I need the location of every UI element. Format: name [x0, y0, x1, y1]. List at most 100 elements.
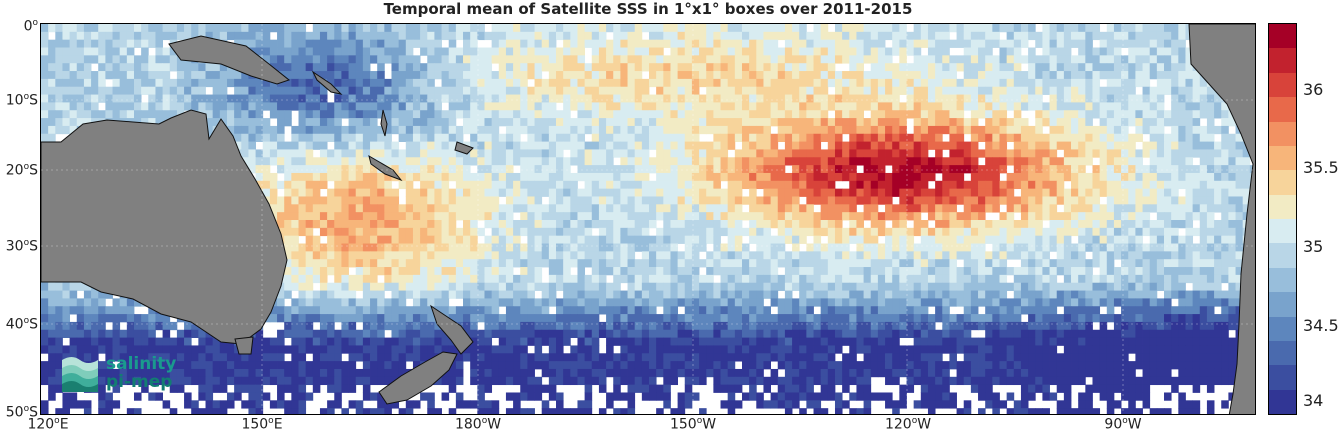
sss-grid-cell [412, 141, 421, 150]
sss-grid-cell [1071, 165, 1079, 174]
sss-grid-cell [1135, 125, 1143, 135]
sss-grid-cell [913, 118, 922, 127]
sss-grid-cell [76, 78, 85, 88]
sss-grid-cell [55, 39, 63, 48]
sss-grid-cell [513, 141, 521, 150]
sss-grid-cell [999, 235, 1008, 244]
sss-grid-cell [927, 172, 936, 182]
sss-grid-cell [434, 31, 442, 41]
sss-grid-cell [212, 24, 221, 33]
sss-grid-cell [341, 110, 349, 119]
sss-grid-cell [1221, 172, 1229, 182]
sss-grid-cell [784, 149, 793, 158]
sss-grid-cell [55, 94, 63, 103]
sss-grid-cell [370, 141, 378, 150]
sss-grid-cell [355, 251, 364, 260]
sss-grid-cell [1164, 172, 1172, 182]
sss-grid-cell [1142, 31, 1151, 41]
sss-grid-cell [606, 227, 614, 237]
sss-grid-cell [1056, 125, 1065, 135]
sss-grid-cell [327, 220, 335, 229]
sss-grid-cell [613, 188, 621, 197]
sss-grid-cell [355, 55, 364, 64]
sss-grid-cell [992, 55, 1000, 64]
sss-grid-cell [577, 251, 586, 260]
sss-grid-cell [119, 110, 128, 119]
sss-grid-cell [706, 165, 714, 174]
sss-grid-cell [205, 24, 214, 33]
sss-grid-cell [806, 259, 814, 268]
sss-grid-cell [133, 63, 142, 72]
sss-grid-cell [319, 220, 328, 229]
sss-grid-cell [827, 251, 836, 260]
sss-grid-cell [1006, 78, 1015, 88]
sss-grid-cell [169, 47, 178, 56]
sss-grid-cell [885, 94, 893, 103]
sss-grid-cell [470, 259, 478, 268]
sss-grid-cell [191, 71, 199, 80]
sss-grid-cell [992, 204, 1000, 213]
sss-grid-cell [856, 196, 864, 205]
sss-grid-cell [863, 149, 872, 158]
sss-grid-cell [505, 24, 514, 33]
sss-grid-cell [570, 212, 578, 221]
sss-grid-cell [398, 55, 407, 64]
sss-grid-cell [520, 71, 528, 80]
sss-grid-cell [1135, 235, 1143, 244]
sss-grid-cell [727, 212, 736, 221]
sss-grid-cell [520, 118, 528, 127]
sss-grid-cell [398, 251, 407, 260]
sss-grid-cell [441, 196, 450, 205]
sss-grid-cell [813, 118, 822, 127]
sss-grid-cell [484, 180, 493, 190]
sss-grid-cell [298, 86, 307, 95]
sss-grid-cell [1128, 157, 1136, 166]
sss-grid-cell [813, 133, 822, 142]
sss-grid-cell [1142, 259, 1151, 268]
sss-grid-cell [792, 204, 800, 213]
sss-grid-cell [305, 110, 314, 119]
sss-map[interactable] [40, 23, 1256, 415]
sss-grid-cell [1135, 94, 1143, 103]
sss-grid-cell [699, 63, 707, 72]
sss-grid-cell [105, 110, 113, 119]
sss-grid-cell [1006, 86, 1015, 95]
sss-grid-cell [248, 141, 256, 150]
sss-grid-cell [398, 47, 407, 56]
sss-grid-cell [1013, 204, 1022, 213]
sss-grid-cell [641, 188, 650, 197]
sss-grid-cell [556, 172, 564, 182]
sss-grid-cell [319, 157, 328, 166]
sss-grid-cell [1071, 94, 1079, 103]
sss-grid-cell [634, 63, 643, 72]
sss-grid-cell [956, 110, 965, 119]
sss-grid-cell [620, 94, 628, 103]
sss-grid-cell [141, 55, 149, 64]
sss-grid-cell [498, 251, 507, 260]
sss-grid-cell [820, 39, 829, 48]
sss-grid-cell [806, 204, 814, 213]
sss-grid-cell [985, 55, 993, 64]
sss-map-canvas[interactable] [41, 24, 1256, 415]
sss-grid-cell [1106, 71, 1115, 80]
sss-grid-cell [834, 102, 843, 111]
sss-grid-cell [563, 63, 571, 72]
sss-grid-cell [420, 118, 428, 127]
sss-grid-cell [992, 63, 1000, 72]
sss-grid-cell [191, 31, 199, 41]
sss-grid-cell [892, 165, 900, 174]
sss-grid-cell [834, 259, 843, 268]
sss-grid-cell [956, 78, 965, 88]
sss-grid-cell [1171, 188, 1179, 197]
sss-grid-cell [663, 141, 671, 150]
sss-grid-cell [770, 102, 779, 111]
sss-grid-cell [291, 204, 299, 213]
sss-grid-cell [1135, 118, 1143, 127]
sss-grid-cell [362, 39, 371, 48]
sss-grid-cell [498, 235, 507, 244]
sss-grid-cell [1156, 212, 1165, 221]
sss-grid-cell [799, 149, 807, 158]
sss-grid-cell [141, 78, 149, 88]
sss-grid-cell [427, 110, 435, 119]
sss-grid-cell [226, 71, 235, 80]
